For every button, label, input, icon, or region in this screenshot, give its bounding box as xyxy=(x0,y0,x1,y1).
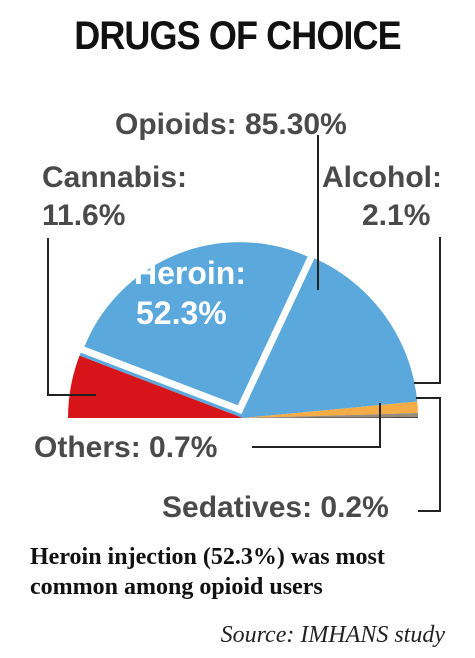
label-others: Others: 0.7% xyxy=(34,431,218,464)
label-sedatives: Sedatives: 0.2% xyxy=(162,491,389,524)
label-alcohol-value: 2.1% xyxy=(362,199,431,232)
leader-cannabis xyxy=(47,238,96,396)
slice-alcohol xyxy=(243,401,418,418)
label-heroin-value: 52.3% xyxy=(136,295,227,331)
label-opioids: Opioids: 85.30% xyxy=(115,108,347,141)
slice-sedatives xyxy=(243,416,419,418)
label-heroin-name: Heroin: xyxy=(134,255,246,291)
chart-title: DRUGS OF CHOICE xyxy=(74,14,401,58)
leader-alcohol xyxy=(414,237,441,384)
label-cannabis-name: Cannabis: xyxy=(42,161,188,194)
chart-note: Heroin injection (52.3%) was most common… xyxy=(30,544,385,600)
label-alcohol-name: Alcohol: xyxy=(322,161,442,194)
chart-source: Source: IMHANS study xyxy=(220,622,445,648)
slice-others xyxy=(243,413,418,418)
label-cannabis-value: 11.6% xyxy=(42,199,126,232)
leader-others xyxy=(252,403,381,448)
leader-sedatives xyxy=(416,397,441,512)
slice-heroin xyxy=(75,235,317,415)
slice-cannabis xyxy=(68,355,243,418)
